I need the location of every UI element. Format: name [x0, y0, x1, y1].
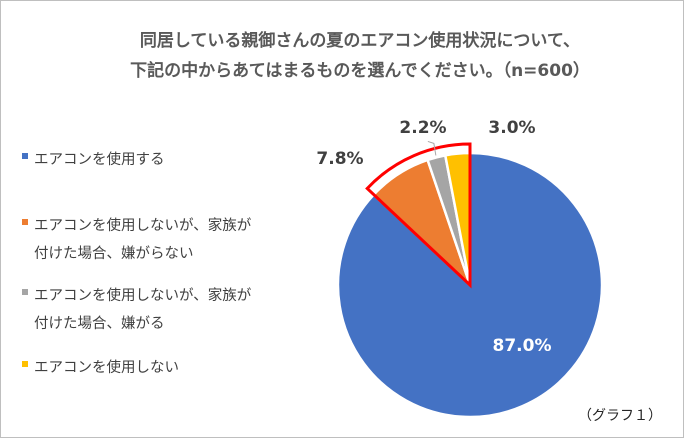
label-no-use-dislike: 2.2% [399, 118, 446, 138]
legend-label-no-use-dislike: エアコンを使用しないが、家族が 付けた場合、嫌がる [34, 288, 252, 332]
legend-marker-no-use-dislike [22, 289, 28, 295]
legend-label-no-use: エアコンを使用しない [34, 360, 179, 376]
chart-title-line-2: 下記の中からあてはまるものを選んでください。（n=600） [130, 61, 590, 81]
leader-line-2-2 [427, 140, 437, 156]
caption: （グラフ１） [578, 408, 662, 424]
legend-label-no-use-ok: エアコンを使用しないが、家族が 付けた場合、嫌がらない [34, 218, 252, 262]
label-no-use-ok: 7.8% [316, 149, 363, 169]
chart-title-line-1: 同居している親御さんの夏のエアコン使用状況について、 [139, 31, 581, 51]
legend-marker-no-use [22, 361, 28, 367]
label-no-use: 3.0% [488, 118, 535, 138]
chart-title: 同居している親御さんの夏のエアコン使用状況について、 下記の中からあてはまるもの… [80, 26, 640, 86]
legend-marker-no-use-ok [22, 219, 28, 225]
legend-marker-use [22, 153, 28, 159]
legend-label-use: エアコンを使用する [34, 152, 165, 168]
label-use: 87.0% [493, 336, 552, 356]
highlight-outline [365, 142, 472, 289]
